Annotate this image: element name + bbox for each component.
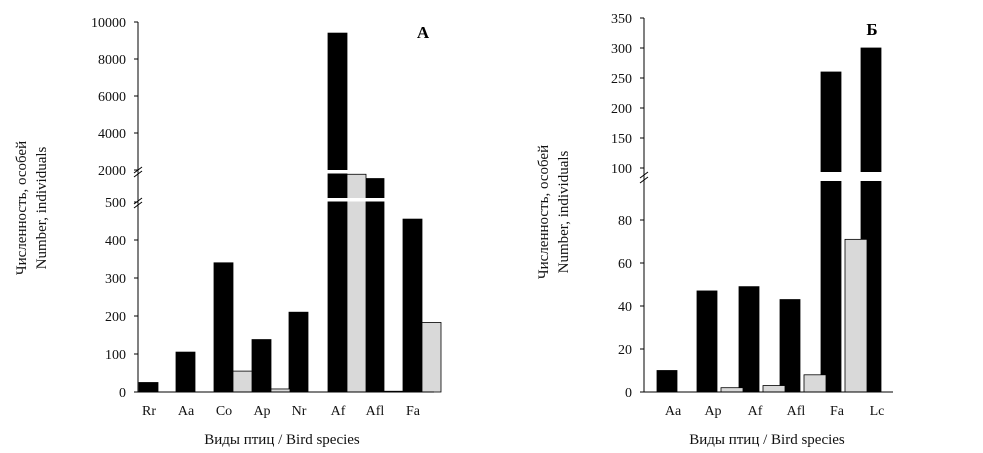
- x-tick-label-a: Nr: [292, 404, 307, 419]
- y-tick-label-b: 100: [611, 162, 632, 177]
- bar-a-s1-Fa: [421, 322, 442, 393]
- bar-a-s0-Ap: [251, 339, 272, 393]
- x-tick-label-b: Ap: [704, 404, 721, 419]
- y-tick-label-b: 150: [611, 132, 632, 147]
- break-band-a: [139, 171, 435, 197]
- y-tick-label-b: 20: [618, 343, 632, 358]
- y-tick-label-a: 4000: [98, 127, 126, 142]
- y-tick-label-a: 2000: [98, 164, 126, 179]
- bar-b-s0-Ap: [696, 290, 718, 393]
- x-tick-label-b: Fa: [830, 404, 845, 419]
- bar-a-s0-Af: [327, 32, 348, 393]
- bar-a-s0-Co: [213, 262, 234, 393]
- break-gap-a-top: [320, 170, 400, 174]
- bar-b-s1-Afl: [803, 374, 827, 393]
- bar-b-s0-Fa: [820, 71, 842, 393]
- axis-break-mark-b: [639, 171, 649, 184]
- x-tick-label-b: Lc: [870, 404, 885, 419]
- axis-break-mark-a-1: [133, 197, 143, 209]
- y-tick-label-a: 6000: [98, 90, 126, 105]
- y-tick-label-b: 300: [611, 42, 632, 57]
- bar-b-s0-Af: [738, 286, 760, 393]
- y-axis-label-en-b: Number, individuals: [556, 150, 572, 273]
- bar-a-s0-Rr: [138, 382, 159, 393]
- y-axis-label-ru-b: Численность, особей: [536, 145, 552, 279]
- x-axis-label-b: Виды птиц / Bird species: [689, 432, 845, 448]
- x-tick-label-a: Fa: [406, 404, 421, 419]
- bar-a-s0-Nr: [288, 311, 309, 393]
- x-tick-label-a: Aa: [178, 404, 195, 419]
- y-tick-label-a: 500: [105, 196, 126, 211]
- x-tick-label-a: Af: [331, 404, 346, 419]
- bar-b-s0-Aa: [656, 370, 678, 393]
- y-axis-label-ru-a: Численность, особей: [14, 141, 30, 275]
- x-tick-label-a: Afl: [366, 404, 385, 419]
- x-tick-label-b: Aa: [665, 404, 682, 419]
- y-tick-label-a: 0: [119, 386, 126, 401]
- y-tick-label-b: 80: [618, 214, 632, 229]
- bar-b-s1-Af: [762, 385, 786, 393]
- x-tick-label-b: Af: [748, 404, 763, 419]
- y-tick-label-b: 60: [618, 257, 632, 272]
- y-axis-label-en-a: Number, individuals: [34, 146, 50, 269]
- y-tick-label-b: 350: [611, 12, 632, 27]
- y-tick-label-a: 300: [105, 272, 126, 287]
- x-tick-label-a: Rr: [142, 404, 156, 419]
- y-tick-label-a: 400: [105, 234, 126, 249]
- bar-b-s1-Fa: [844, 238, 868, 393]
- x-tick-label-a: Co: [216, 404, 232, 419]
- bar-a-s1-Af: [346, 173, 367, 393]
- bar-a-s1-Co: [232, 370, 253, 393]
- panel-label-a: А: [417, 23, 430, 42]
- bar-b-s0-Afl: [779, 299, 801, 393]
- y-tick-label-a: 10000: [91, 16, 126, 31]
- bar-b-s1-Ap: [720, 387, 744, 393]
- x-tick-label-a: Ap: [253, 404, 270, 419]
- x-axis-label-a: Виды птиц / Bird species: [204, 432, 360, 448]
- y-tick-label-a: 8000: [98, 53, 126, 68]
- bar-a-s0-Aa: [175, 351, 196, 393]
- panel-label-b: Б: [866, 20, 877, 39]
- y-tick-label-b: 40: [618, 300, 632, 315]
- y-tick-label-b: 0: [625, 386, 632, 401]
- y-tick-label-b: 250: [611, 72, 632, 87]
- break-gap-b: [815, 172, 895, 181]
- y-tick-label-a: 200: [105, 310, 126, 325]
- y-tick-label-a: 100: [105, 348, 126, 363]
- bar-a-s0-Afl: [364, 178, 385, 393]
- bar-a-s0-Fa: [402, 218, 423, 393]
- y-tick-label-b: 200: [611, 102, 632, 117]
- break-gap-a-bottom: [320, 198, 400, 202]
- x-tick-label-b: Afl: [787, 404, 806, 419]
